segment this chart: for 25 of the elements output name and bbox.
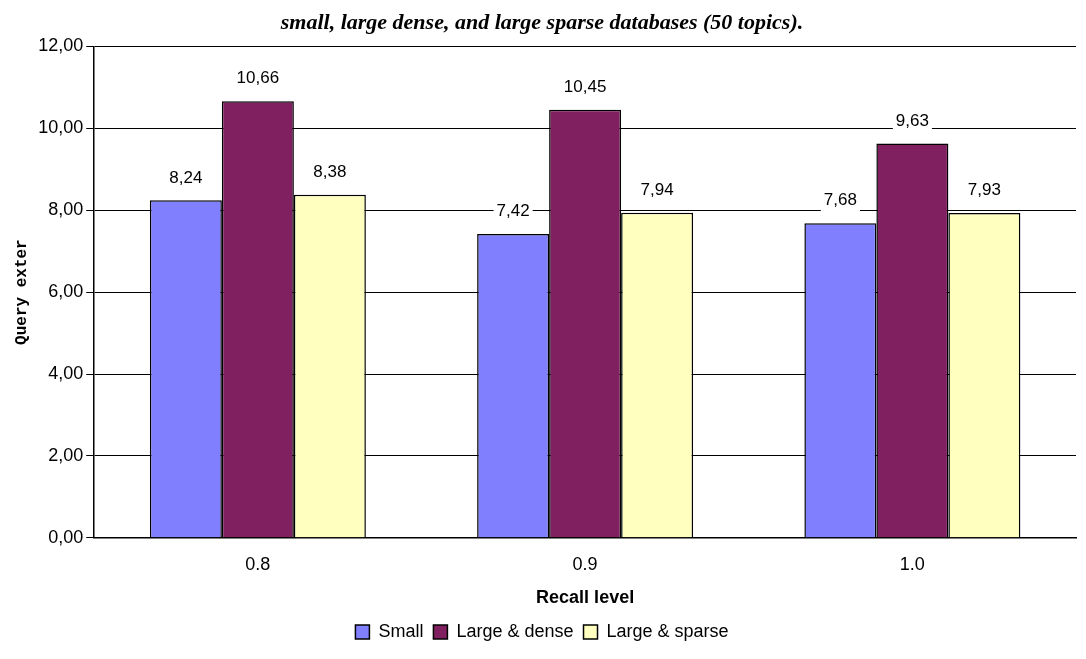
- x-tick-label: 1.0: [899, 553, 925, 574]
- y-tick-label: 2,00: [48, 444, 84, 465]
- y-tick-label: 6,00: [48, 281, 84, 302]
- y-tick-label: 8,00: [48, 199, 84, 220]
- x-axis-title: Recall level: [536, 587, 635, 608]
- data-label: 8,38: [313, 161, 347, 181]
- data-label: 10,45: [563, 77, 607, 97]
- x-tick-label: 0.9: [572, 553, 598, 574]
- legend-label: Large & dense: [456, 620, 574, 641]
- y-tick-label: 4,00: [48, 362, 84, 383]
- chart-title: small, large dense, and large sparse databases (50 topics).: [279, 8, 804, 34]
- data-label: 7,94: [640, 179, 674, 199]
- legend-label: Small: [378, 620, 424, 641]
- data-label: 9,63: [895, 110, 929, 130]
- y-tick-label: 0,00: [48, 526, 84, 547]
- y-axis-title: Query exter: [12, 239, 31, 345]
- y-tick-label: 10,00: [38, 117, 84, 138]
- data-label: 8,24: [169, 167, 203, 187]
- x-tick-label: 0.8: [245, 553, 271, 574]
- data-label: 7,68: [823, 190, 857, 210]
- data-label: 7,93: [967, 180, 1001, 200]
- data-label: 10,66: [236, 68, 280, 88]
- legend-label: Large & sparse: [606, 620, 729, 641]
- y-tick-label: 12,00: [38, 35, 84, 56]
- data-label: 7,42: [496, 201, 530, 221]
